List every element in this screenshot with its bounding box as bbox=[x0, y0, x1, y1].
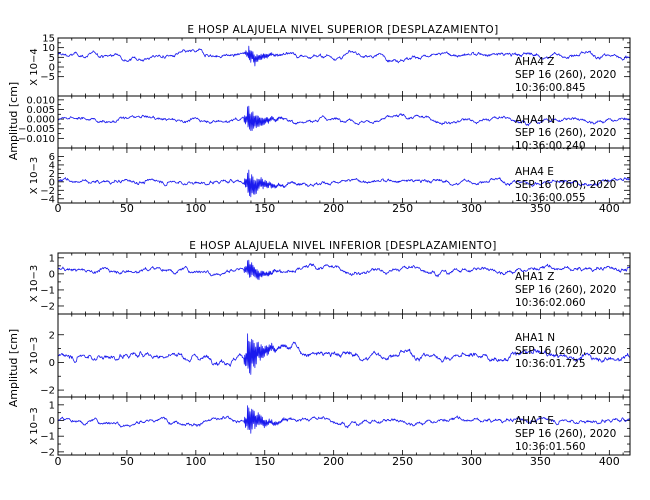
scale-label: X 10−3 bbox=[29, 407, 40, 445]
y-tick-label: 5 bbox=[49, 53, 55, 64]
series-trace-AHA1-N bbox=[58, 333, 630, 375]
series-trace-AHA4-N bbox=[58, 105, 630, 132]
y-tick-label: 0 bbox=[49, 416, 55, 427]
series-trace-AHA1-Z bbox=[58, 259, 630, 281]
x-tick-label: 350 bbox=[530, 202, 551, 215]
y-tick-label: 2 bbox=[49, 169, 55, 180]
panel-frame bbox=[57, 147, 631, 204]
station-label: AHA4 E bbox=[515, 166, 554, 178]
y-tick-label: 0 bbox=[49, 269, 55, 280]
x-tick-label: 0 bbox=[55, 455, 62, 468]
series-trace-AHA4-E bbox=[58, 169, 630, 198]
time-label: 10:36:02.060 bbox=[515, 297, 586, 309]
y-tick-label: 2 bbox=[49, 330, 55, 341]
station-label: AHA1 E bbox=[515, 415, 554, 427]
y-tick-label: 0 bbox=[49, 63, 55, 74]
series-trace-AHA1-E bbox=[58, 405, 630, 434]
x-tick-label: 400 bbox=[599, 202, 620, 215]
date-label: SEP 16 (260), 2020 bbox=[515, 284, 616, 296]
series-trace-AHA4-Z bbox=[58, 45, 630, 67]
group-1-ylabel: Amplitud [cm] bbox=[7, 82, 20, 160]
x-tick-label: 150 bbox=[254, 202, 275, 215]
group-1-title: E HOSP ALAJUELA NIVEL SUPERIOR [DESPLAZA… bbox=[187, 24, 498, 36]
y-tick-label: −1 bbox=[40, 432, 55, 443]
x-tick-label: 250 bbox=[392, 455, 413, 468]
x-tick-label: 250 bbox=[392, 202, 413, 215]
scale-label: X 10−3 bbox=[29, 157, 40, 195]
x-tick-label: 300 bbox=[461, 202, 482, 215]
station-label: AHA1 Z bbox=[515, 271, 554, 283]
scale-label: X 10−3 bbox=[29, 265, 40, 303]
y-tick-label: 0 bbox=[49, 177, 55, 188]
date-label: SEP 16 (260), 2020 bbox=[515, 127, 616, 139]
y-tick-label: −1 bbox=[40, 285, 55, 296]
time-label: 10:36:01.725 bbox=[515, 358, 586, 370]
x-tick-label: 100 bbox=[185, 455, 206, 468]
x-tick-label: 300 bbox=[461, 455, 482, 468]
x-tick-label: 200 bbox=[323, 202, 344, 215]
y-tick-label: −5 bbox=[40, 72, 55, 83]
x-tick-label: 150 bbox=[254, 455, 275, 468]
scale-label: X 10−4 bbox=[29, 48, 40, 86]
station-label: AHA4 N bbox=[515, 114, 555, 126]
y-tick-label: −2 bbox=[40, 301, 55, 312]
y-tick-label: 15 bbox=[42, 34, 55, 45]
y-tick-label: −0.010 bbox=[18, 134, 55, 145]
y-tick-label: 0.000 bbox=[26, 115, 55, 126]
y-tick-label: 6 bbox=[49, 152, 55, 163]
group-2-title: E HOSP ALAJUELA NIVEL INFERIOR [DESPLAZA… bbox=[189, 240, 497, 252]
y-tick-label: 10 bbox=[42, 43, 55, 54]
time-label: 10:36:01.560 bbox=[515, 441, 586, 453]
y-tick-label: −2 bbox=[40, 447, 55, 458]
time-label: 10:36:00.240 bbox=[515, 140, 586, 152]
x-tick-label: 200 bbox=[323, 455, 344, 468]
time-label: 10:36:00.055 bbox=[515, 192, 586, 204]
date-label: SEP 16 (260), 2020 bbox=[515, 69, 616, 81]
scale-label: X 10−3 bbox=[29, 337, 40, 375]
date-label: SEP 16 (260), 2020 bbox=[515, 345, 616, 357]
group-2-ylabel: Amplitud [cm] bbox=[7, 329, 20, 407]
x-tick-label: 350 bbox=[530, 455, 551, 468]
station-label: AHA1 N bbox=[515, 332, 555, 344]
date-label: SEP 16 (260), 2020 bbox=[515, 179, 616, 191]
y-tick-label: −2 bbox=[40, 186, 55, 197]
x-tick-label: 0 bbox=[55, 202, 62, 215]
y-tick-label: 0.005 bbox=[26, 105, 55, 116]
panel-frame bbox=[57, 396, 631, 456]
x-tick-label: 100 bbox=[185, 202, 206, 215]
x-tick-label: 50 bbox=[120, 202, 134, 215]
y-tick-label: −2 bbox=[40, 386, 55, 397]
time-label: 10:36:00.845 bbox=[515, 82, 586, 94]
station-label: AHA4 Z bbox=[515, 56, 554, 68]
date-label: SEP 16 (260), 2020 bbox=[515, 428, 616, 440]
y-tick-label: 0 bbox=[49, 358, 55, 369]
y-tick-label: 1 bbox=[49, 253, 55, 264]
y-tick-label: −0.005 bbox=[18, 124, 55, 135]
y-tick-label: −4 bbox=[40, 194, 55, 205]
y-tick-label: 4 bbox=[49, 160, 55, 171]
x-tick-label: 400 bbox=[599, 455, 620, 468]
y-tick-label: 0.010 bbox=[26, 95, 55, 106]
x-tick-label: 50 bbox=[120, 455, 134, 468]
y-tick-label: 1 bbox=[49, 400, 55, 411]
